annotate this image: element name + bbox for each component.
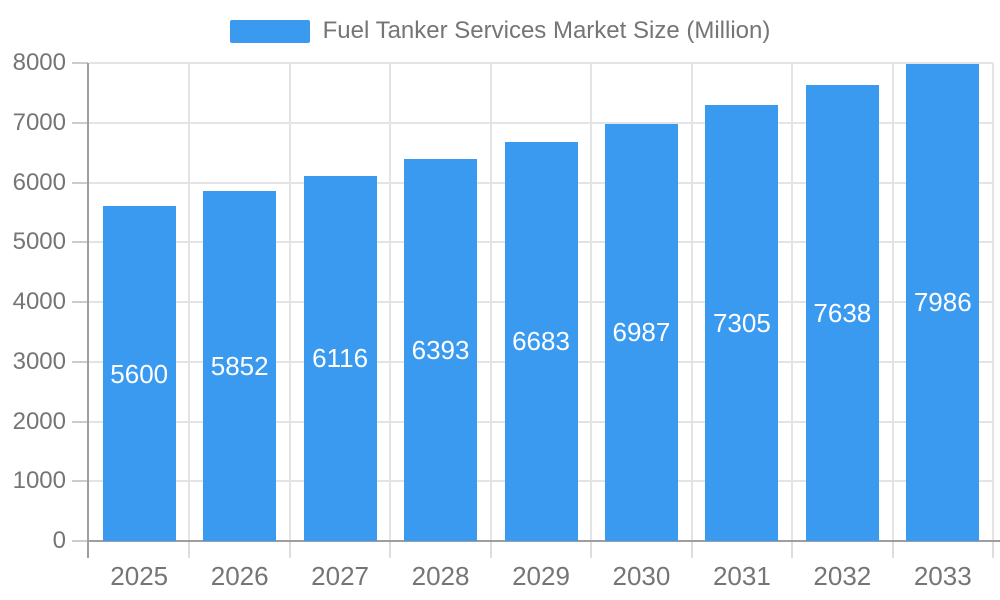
y-axis-tick-label: 8000 — [12, 49, 66, 76]
bar-value-label: 5600 — [110, 358, 169, 389]
bar-value-label: 5852 — [210, 351, 269, 382]
x-axis-tick — [288, 541, 291, 558]
x-axis-tick — [389, 541, 392, 558]
y-axis-tick-label: 1000 — [12, 467, 66, 495]
x-gridline — [992, 63, 994, 541]
x-gridline — [891, 63, 894, 541]
bar-2033[interactable] — [906, 63, 980, 541]
x-axis-tick-label: 2030 — [612, 561, 671, 591]
bar-2025[interactable] — [102, 206, 176, 541]
y-axis-tick-label: 6000 — [12, 168, 66, 196]
y-axis-tick-label: 5000 — [12, 228, 66, 256]
y-axis-tick — [72, 540, 88, 542]
x-axis-tick — [992, 541, 994, 558]
bar-value-label: 6393 — [411, 335, 470, 365]
y-axis-tick — [72, 301, 88, 303]
x-axis-tick-label: 2033 — [913, 561, 972, 591]
x-gridline — [791, 63, 794, 541]
x-axis-tick-label: 2032 — [813, 561, 872, 591]
x-axis-tick — [690, 541, 693, 558]
y-axis-tick-label: 3000 — [12, 347, 66, 375]
x-axis-tick — [891, 541, 894, 558]
x-axis-tick — [489, 541, 492, 558]
x-gridline — [489, 63, 492, 541]
y-axis-tick-label: 7000 — [12, 108, 66, 136]
y-axis-line — [87, 63, 89, 558]
x-axis-tick — [791, 541, 794, 558]
y-gridline — [89, 62, 993, 64]
y-axis-tick — [72, 360, 88, 363]
x-axis-tick — [590, 541, 593, 558]
y-axis-tick-label: 4000 — [12, 288, 66, 315]
x-gridline — [590, 63, 593, 541]
bar-value-label: 6683 — [512, 326, 570, 357]
bar-2032[interactable] — [805, 84, 879, 541]
bar-value-label: 6116 — [312, 343, 369, 374]
y-axis-tick — [72, 181, 88, 184]
bar-value-label: 7986 — [913, 287, 972, 318]
x-axis-line — [87, 540, 1000, 542]
legend-label: Fuel Tanker Services Market Size (Millio… — [322, 17, 771, 44]
x-gridline — [288, 63, 291, 541]
bar-value-label: 7305 — [712, 307, 771, 338]
x-gridline — [690, 63, 693, 541]
y-axis-tick — [72, 480, 88, 483]
x-gridline — [188, 63, 191, 541]
y-axis-tick — [72, 62, 88, 64]
bar-2028[interactable] — [404, 159, 478, 541]
y-axis-tick — [72, 121, 88, 124]
y-axis-tick-label: 0 — [52, 527, 66, 554]
x-axis-tick-label: 2027 — [311, 561, 370, 591]
x-gridline — [389, 63, 392, 541]
x-axis-tick-label: 2025 — [110, 561, 169, 591]
x-axis-tick-label: 2026 — [210, 561, 269, 591]
legend-item[interactable]: Fuel Tanker Services Market Size (Millio… — [0, 17, 1000, 45]
bar-value-label: 6987 — [612, 317, 671, 348]
y-axis-tick — [72, 420, 88, 423]
x-axis-tick-label: 2029 — [512, 561, 570, 591]
bar-2031[interactable] — [705, 104, 779, 541]
bar-2030[interactable] — [604, 123, 678, 541]
bar-2026[interactable] — [203, 191, 277, 541]
y-gridline — [89, 121, 993, 124]
bar-2027[interactable] — [303, 175, 377, 541]
x-axis-tick — [188, 541, 191, 558]
legend-swatch-icon — [229, 19, 310, 43]
x-axis-tick-label: 2031 — [712, 561, 771, 591]
y-axis-tick-label: 2000 — [12, 407, 66, 435]
bar-2029[interactable] — [504, 141, 578, 541]
y-axis-tick — [72, 241, 88, 244]
x-axis-tick-label: 2028 — [411, 561, 470, 591]
bar-value-label: 7638 — [813, 297, 872, 328]
